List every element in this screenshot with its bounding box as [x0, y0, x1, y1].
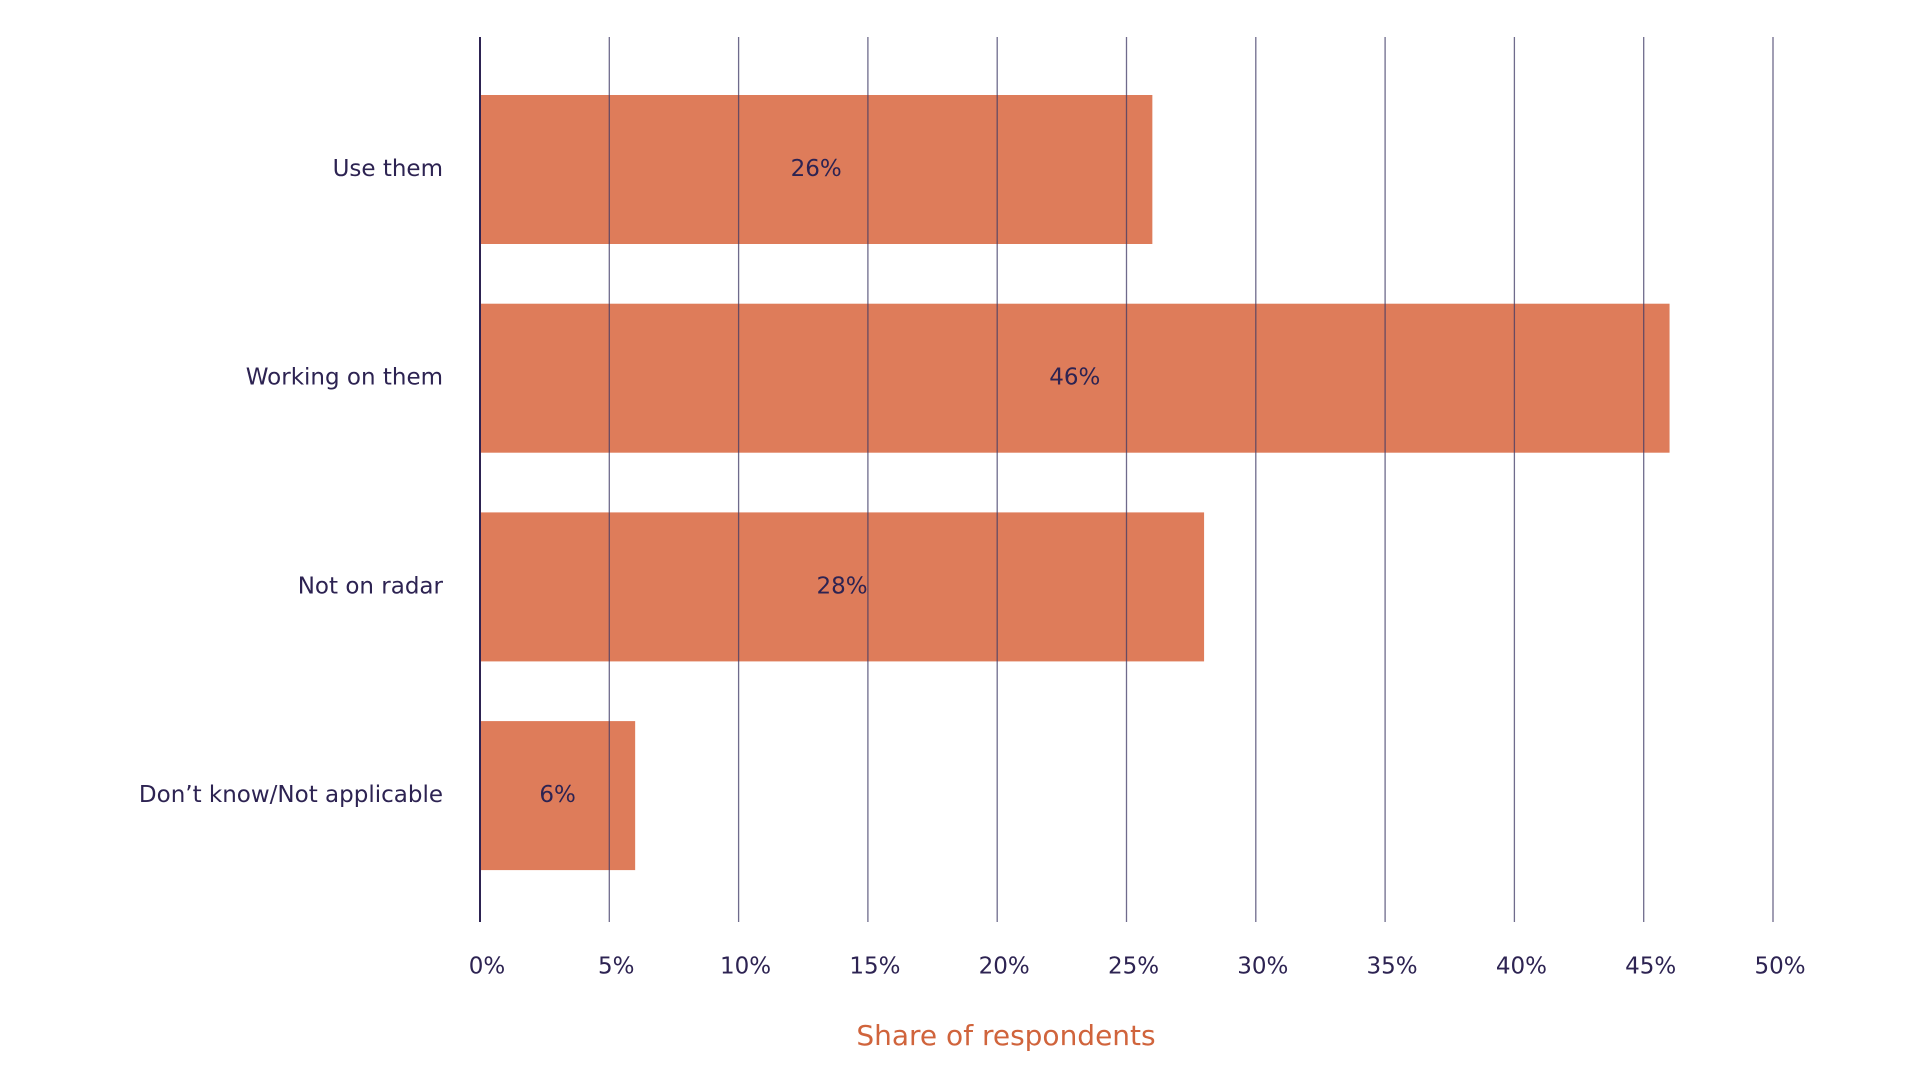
x-tick-label: 30% — [1237, 954, 1288, 980]
x-tick-label: 15% — [849, 954, 900, 980]
y-tick-label: Working on them — [246, 365, 443, 391]
value-label: 26% — [791, 156, 842, 182]
y-tick-label: Don’t know/Not applicable — [139, 782, 443, 808]
x-tick-label: 5% — [598, 954, 635, 980]
x-tick-label: 10% — [720, 954, 771, 980]
y-tick-label: Use them — [333, 156, 443, 182]
bar — [480, 95, 1153, 244]
x-tick-label: 0% — [469, 954, 506, 980]
x-tick-label: 35% — [1367, 954, 1418, 980]
x-axis-title: Share of respondents — [856, 1019, 1155, 1052]
x-tick-label: 20% — [979, 954, 1030, 980]
x-tick-label: 50% — [1754, 954, 1805, 980]
value-label: 6% — [539, 782, 576, 808]
y-tick-label: Not on radar — [298, 573, 444, 599]
value-label: 46% — [1049, 365, 1100, 391]
bar — [480, 303, 1670, 453]
value-label: 28% — [816, 573, 867, 599]
x-tick-label: 40% — [1496, 954, 1547, 980]
x-tick-label: 25% — [1108, 954, 1159, 980]
x-tick-label: 45% — [1625, 954, 1676, 980]
bar — [480, 512, 1205, 662]
